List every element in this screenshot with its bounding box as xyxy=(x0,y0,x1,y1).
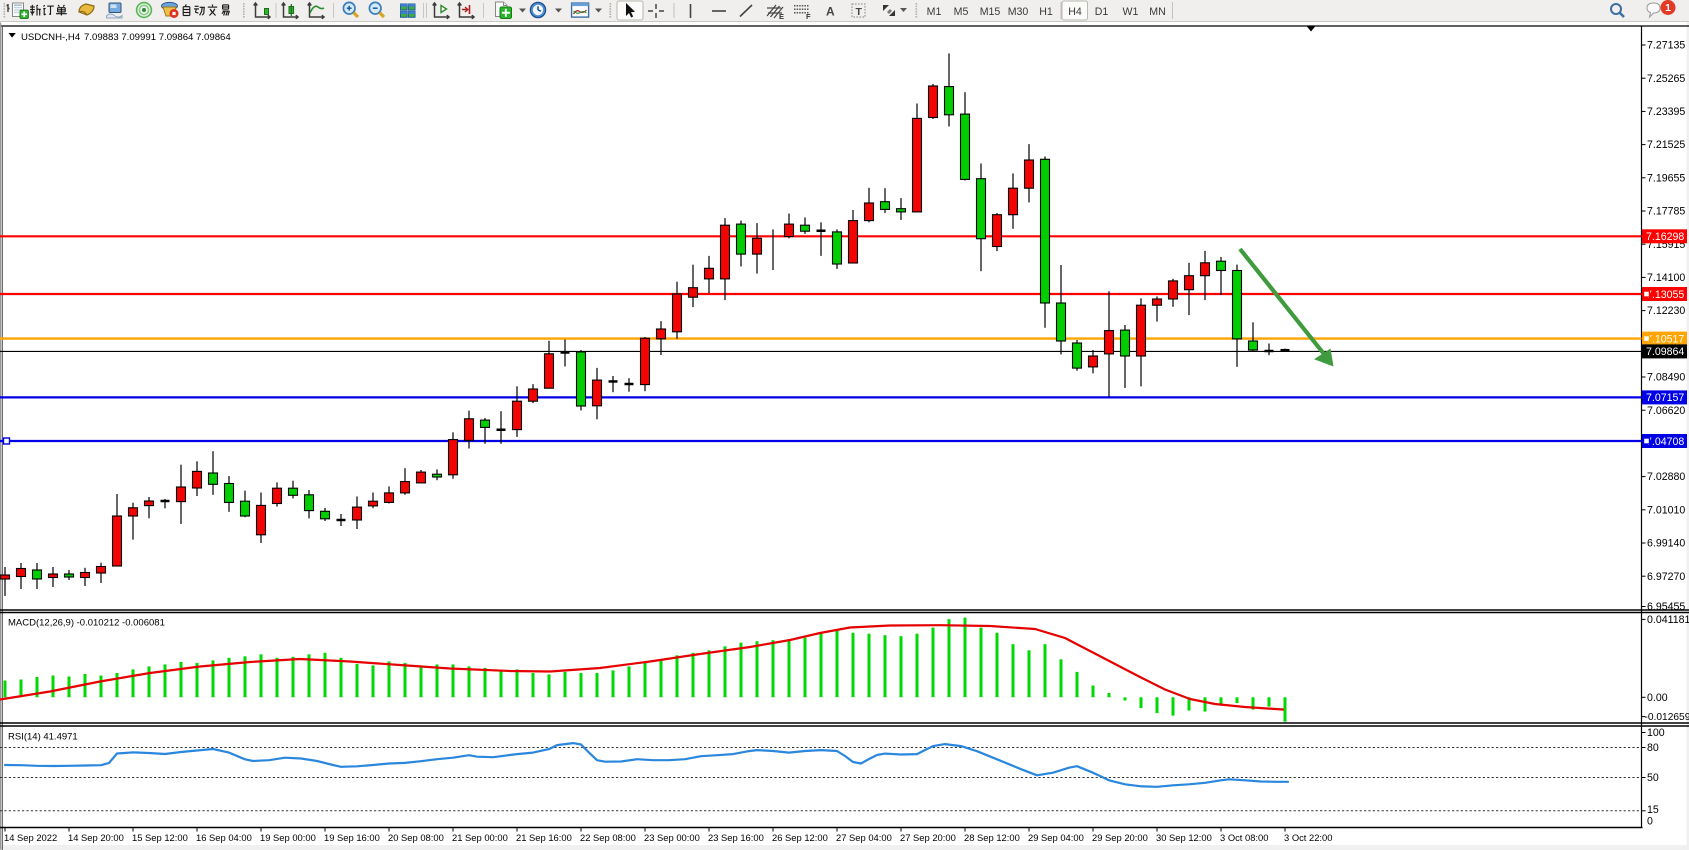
svg-text:20 Sep 08:00: 20 Sep 08:00 xyxy=(388,832,444,843)
svg-text:15 Sep 12:00: 15 Sep 12:00 xyxy=(132,832,188,843)
svg-text:7.08490: 7.08490 xyxy=(1647,372,1685,384)
svg-text:7.10517: 7.10517 xyxy=(1646,333,1684,345)
svg-text:-0.012659: -0.012659 xyxy=(1645,712,1689,723)
svg-text:28 Sep 12:00: 28 Sep 12:00 xyxy=(964,832,1020,843)
svg-text:7.07157: 7.07157 xyxy=(1646,392,1684,404)
svg-text:16 Sep 04:00: 16 Sep 04:00 xyxy=(196,832,252,843)
svg-text:H1: H1 xyxy=(1039,6,1053,18)
svg-text:7.19655: 7.19655 xyxy=(1647,172,1685,184)
svg-text:0.041181: 0.041181 xyxy=(1647,614,1689,626)
svg-text:14 Sep 2022: 14 Sep 2022 xyxy=(4,832,57,843)
svg-text:7.09883 7.09991 7.09864 7.0986: 7.09883 7.09991 7.09864 7.09864 xyxy=(84,32,231,43)
svg-text:7.12230: 7.12230 xyxy=(1647,305,1685,317)
svg-text:M30: M30 xyxy=(1008,6,1029,18)
svg-text:A: A xyxy=(826,5,835,19)
svg-text:6.99140: 6.99140 xyxy=(1647,538,1685,550)
svg-text:22 Sep 08:00: 22 Sep 08:00 xyxy=(580,832,636,843)
svg-text:W1: W1 xyxy=(1123,6,1139,18)
svg-text:0: 0 xyxy=(1647,815,1653,827)
svg-text:M15: M15 xyxy=(980,6,1001,18)
svg-text:7.27135: 7.27135 xyxy=(1647,40,1685,52)
svg-text:MN: MN xyxy=(1149,6,1165,18)
svg-text:27 Sep 04:00: 27 Sep 04:00 xyxy=(836,832,892,843)
svg-text:50: 50 xyxy=(1647,772,1659,784)
svg-text:7.23395: 7.23395 xyxy=(1647,106,1685,118)
svg-text:7.14100: 7.14100 xyxy=(1647,272,1685,284)
svg-text:29 Sep 20:00: 29 Sep 20:00 xyxy=(1092,832,1148,843)
svg-text:0.00: 0.00 xyxy=(1647,692,1668,704)
svg-text:H4: H4 xyxy=(1068,6,1082,18)
svg-text:21 Sep 16:00: 21 Sep 16:00 xyxy=(516,832,572,843)
svg-text:19 Sep 16:00: 19 Sep 16:00 xyxy=(324,832,380,843)
svg-text:7.01010: 7.01010 xyxy=(1647,504,1685,516)
svg-text:7.21525: 7.21525 xyxy=(1647,139,1685,151)
svg-text:7.17785: 7.17785 xyxy=(1647,206,1685,218)
svg-text:15: 15 xyxy=(1647,804,1659,816)
svg-text:7.06620: 7.06620 xyxy=(1647,405,1685,417)
svg-text:19 Sep 00:00: 19 Sep 00:00 xyxy=(260,832,316,843)
svg-text:29 Sep 04:00: 29 Sep 04:00 xyxy=(1028,832,1084,843)
svg-text:30 Sep 12:00: 30 Sep 12:00 xyxy=(1156,832,1212,843)
svg-text:100: 100 xyxy=(1647,727,1665,739)
svg-text:E: E xyxy=(779,12,784,21)
svg-text:7.16298: 7.16298 xyxy=(1646,231,1684,243)
svg-text:7.25265: 7.25265 xyxy=(1647,73,1685,85)
svg-text:T: T xyxy=(856,6,863,18)
svg-text:7.13055: 7.13055 xyxy=(1646,289,1684,301)
svg-text:USDCNH-,H4: USDCNH-,H4 xyxy=(21,32,81,43)
svg-text:7.02880: 7.02880 xyxy=(1647,471,1685,483)
svg-text:M1: M1 xyxy=(927,6,942,18)
svg-text:27 Sep 20:00: 27 Sep 20:00 xyxy=(900,832,956,843)
svg-text:23 Sep 00:00: 23 Sep 00:00 xyxy=(644,832,700,843)
svg-text:6.95455: 6.95455 xyxy=(1647,601,1685,613)
svg-text:M5: M5 xyxy=(954,6,969,18)
svg-text:3 Oct 22:00: 3 Oct 22:00 xyxy=(1284,832,1332,843)
svg-text:80: 80 xyxy=(1647,742,1659,754)
svg-text:7.04708: 7.04708 xyxy=(1646,436,1684,448)
svg-text:1: 1 xyxy=(1665,2,1671,14)
svg-text:3 Oct 08:00: 3 Oct 08:00 xyxy=(1220,832,1268,843)
svg-text:F: F xyxy=(806,12,811,21)
svg-text:MACD(12,26,9) -0.010212 -0.006: MACD(12,26,9) -0.010212 -0.006081 xyxy=(8,618,165,629)
svg-text:23 Sep 16:00: 23 Sep 16:00 xyxy=(708,832,764,843)
svg-text:21 Sep 00:00: 21 Sep 00:00 xyxy=(452,832,508,843)
svg-text:6.97270: 6.97270 xyxy=(1647,571,1685,583)
svg-text:26 Sep 12:00: 26 Sep 12:00 xyxy=(772,832,828,843)
svg-text:14 Sep 20:00: 14 Sep 20:00 xyxy=(68,832,124,843)
svg-text:7.09864: 7.09864 xyxy=(1646,346,1684,358)
svg-text:D1: D1 xyxy=(1095,6,1109,18)
svg-text:RSI(14) 41.4971: RSI(14) 41.4971 xyxy=(8,732,78,743)
